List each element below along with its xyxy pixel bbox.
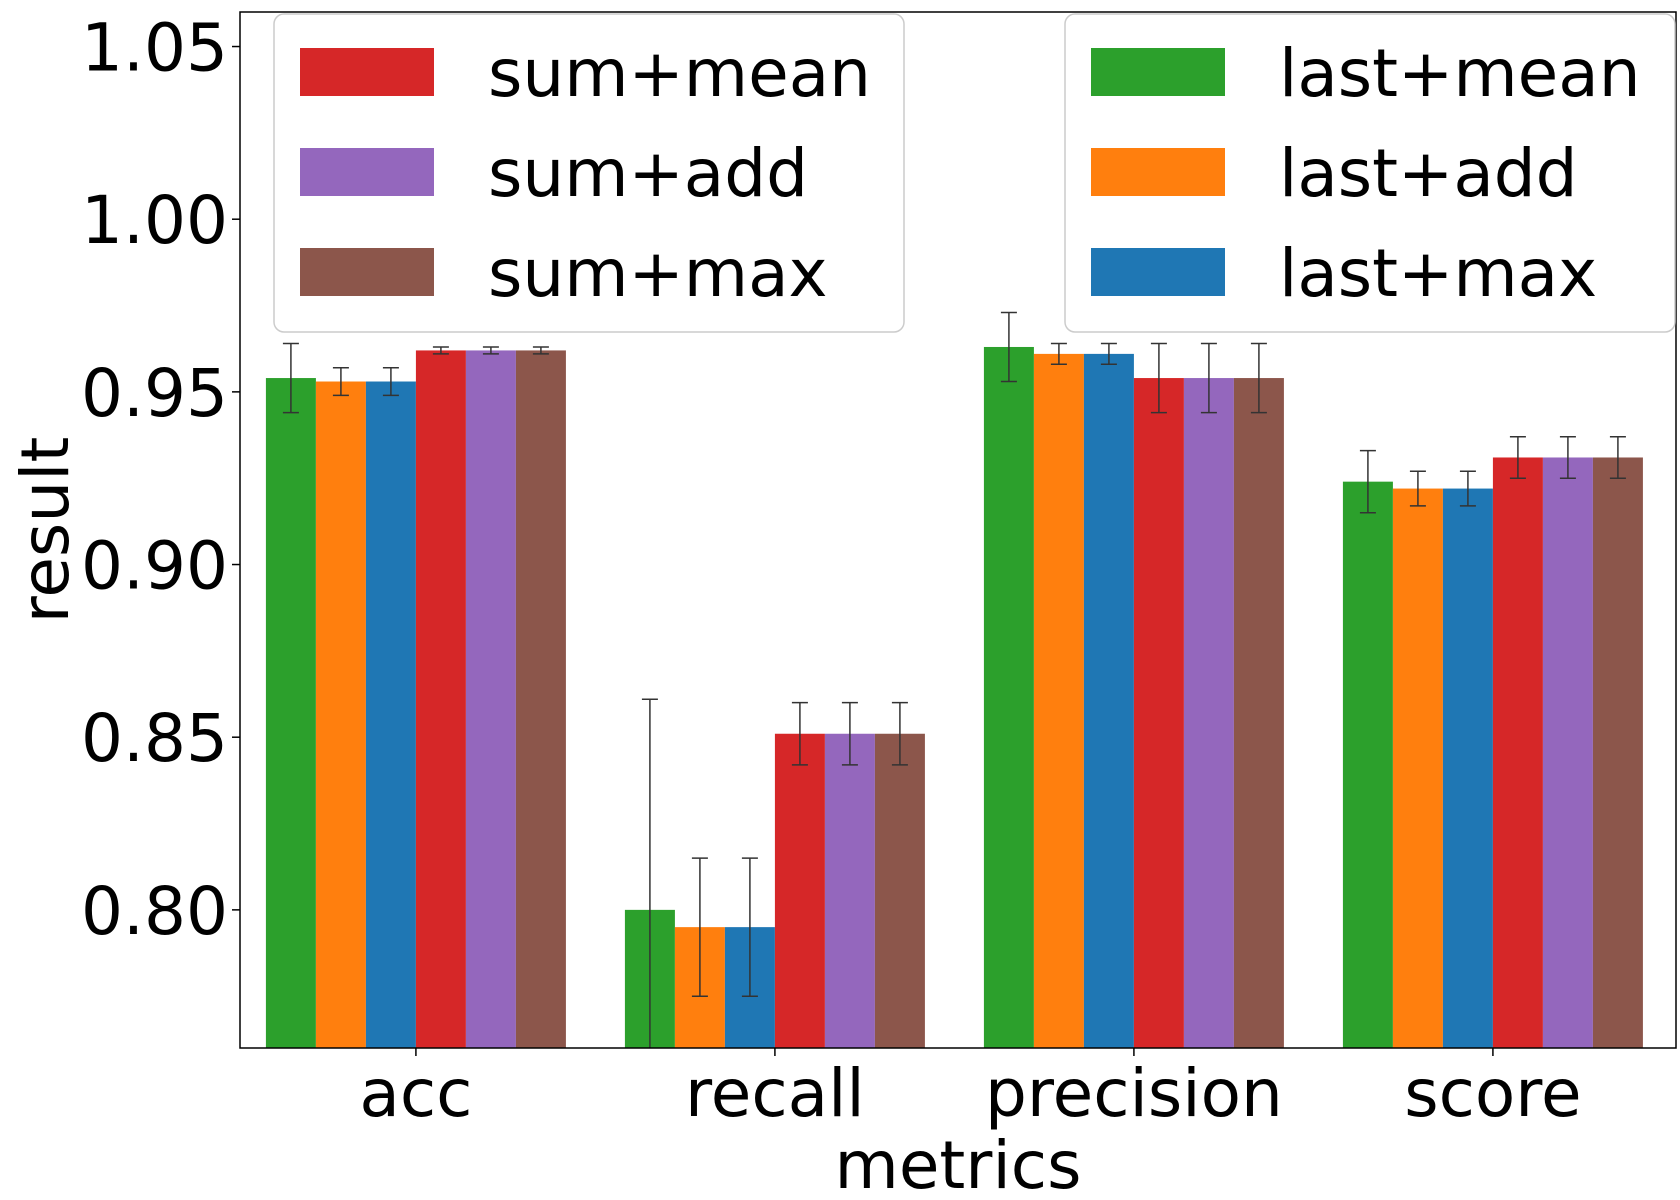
legend-upper-left: sum+mean sum+add sum+max xyxy=(273,13,905,333)
y-tick-label: 0.85 xyxy=(81,700,228,777)
y-tick-label: 0.80 xyxy=(81,873,228,950)
bar-last-add-precision xyxy=(1033,353,1084,1048)
error-bar-sum-max-acc xyxy=(532,346,549,355)
bar-sum-max-acc xyxy=(515,350,566,1049)
x-tick-label-acc: acc xyxy=(359,1055,472,1132)
error-bar-last-max-score xyxy=(1459,470,1476,507)
legend-label-last-add: last+add xyxy=(1279,135,1578,212)
bar-last-max-acc xyxy=(365,381,416,1048)
error-bar-sum-mean-acc xyxy=(432,346,449,355)
y-axis-label: result xyxy=(7,437,84,624)
error-bar-last-add-recall xyxy=(691,857,708,997)
bar-sum-max-precision xyxy=(1233,378,1284,1048)
error-bar-sum-add-recall xyxy=(841,701,858,766)
bar-sum-mean-recall xyxy=(774,733,825,1048)
error-bar-last-max-recall xyxy=(741,857,758,997)
bar-sum-mean-precision xyxy=(1133,378,1184,1048)
x-tick-label-score: score xyxy=(1404,1055,1581,1132)
error-bar-last-mean-precision xyxy=(1000,311,1017,383)
bar-last-mean-acc xyxy=(265,378,316,1048)
bar-last-add-score xyxy=(1392,488,1443,1048)
error-bar-last-add-score xyxy=(1409,470,1426,507)
error-bar-last-add-acc xyxy=(332,366,349,397)
y-axis: 0.80 0.85 0.90 0.95 1.00 1.05 xyxy=(81,10,240,950)
bars-group xyxy=(265,346,1643,1049)
legend-label-last-max: last+max xyxy=(1279,235,1597,312)
error-bar-sum-mean-precision xyxy=(1150,342,1167,414)
error-bar-last-max-acc xyxy=(382,366,399,397)
legend-swatch-sum-max xyxy=(300,248,434,296)
legend-swatch-sum-mean xyxy=(300,48,434,96)
bar-last-max-precision xyxy=(1083,353,1134,1048)
bar-sum-mean-score xyxy=(1492,457,1543,1049)
error-bar-sum-add-acc xyxy=(482,346,499,355)
error-bar-last-add-precision xyxy=(1050,342,1067,365)
error-bar-sum-add-precision xyxy=(1200,342,1217,414)
error-bar-sum-add-score xyxy=(1559,436,1576,479)
bar-sum-mean-acc xyxy=(415,350,466,1049)
error-bar-sum-mean-recall xyxy=(791,701,808,766)
error-bar-last-mean-score xyxy=(1359,449,1376,514)
x-tick-label-recall: recall xyxy=(685,1055,865,1132)
legend-swatch-last-max xyxy=(1091,248,1225,296)
error-bar-last-max-precision xyxy=(1100,342,1117,365)
legend-swatch-last-add xyxy=(1091,148,1225,196)
y-tick-label: 1.05 xyxy=(81,10,228,87)
bar-sum-add-acc xyxy=(465,350,516,1049)
legend-upper-right: last+mean last+add last+max xyxy=(1064,13,1676,333)
error-bars-group xyxy=(282,311,1626,1048)
y-tick-label: 1.00 xyxy=(81,182,228,259)
plot-frame xyxy=(239,11,1677,1049)
legend-swatch-last-mean xyxy=(1091,48,1225,96)
bar-sum-max-recall xyxy=(874,733,925,1048)
y-tick-label: 0.90 xyxy=(81,528,228,605)
bar-last-max-score xyxy=(1442,488,1493,1048)
legends-group: sum+meansum+addsum+maxlast+meanlast+addl… xyxy=(273,13,1676,333)
error-bar-sum-max-recall xyxy=(891,701,908,766)
x-tick-label-precision: precision xyxy=(985,1055,1283,1132)
error-bar-last-mean-recall xyxy=(641,698,658,1048)
x-axis: acc recall precision score xyxy=(359,1048,1582,1132)
legend-label-last-mean: last+mean xyxy=(1279,35,1641,112)
legend-label-sum-max: sum+max xyxy=(488,235,828,312)
legend-label-sum-add: sum+add xyxy=(488,135,808,212)
error-bar-last-mean-acc xyxy=(282,342,299,414)
bar-last-mean-score xyxy=(1342,481,1393,1048)
bar-last-mean-precision xyxy=(983,346,1034,1048)
legend-label-sum-mean: sum+mean xyxy=(488,35,871,112)
bar-last-add-acc xyxy=(315,381,366,1048)
bar-sum-max-score xyxy=(1592,457,1643,1049)
bar-sum-add-recall xyxy=(824,733,875,1048)
bar-sum-add-score xyxy=(1542,457,1593,1049)
x-axis-label: metrics xyxy=(835,1127,1082,1200)
bar-sum-add-precision xyxy=(1183,378,1234,1048)
error-bar-sum-max-score xyxy=(1609,436,1626,479)
y-tick-label: 0.95 xyxy=(81,355,228,432)
error-bar-sum-max-precision xyxy=(1250,342,1267,414)
legend-swatch-sum-add xyxy=(300,148,434,196)
error-bar-sum-mean-score xyxy=(1509,436,1526,479)
